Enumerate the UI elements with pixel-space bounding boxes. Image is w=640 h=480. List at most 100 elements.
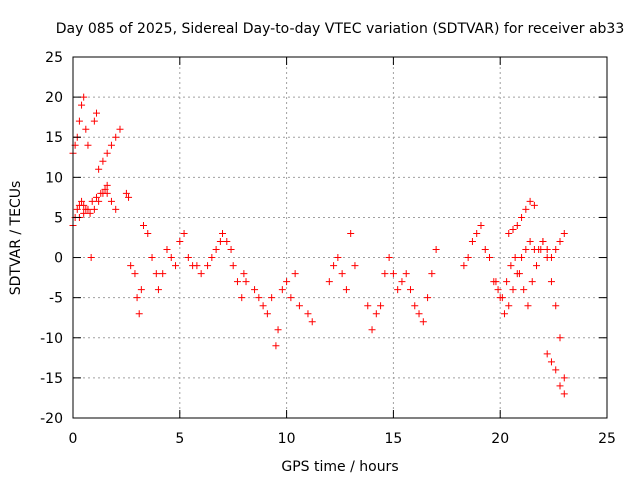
data-point	[144, 229, 152, 237]
data-point	[468, 238, 476, 246]
data-point	[80, 93, 88, 101]
data-point	[97, 189, 105, 197]
series-arc-13	[535, 238, 568, 382]
data-point	[539, 238, 547, 246]
data-point	[255, 294, 263, 302]
data-point	[560, 374, 568, 382]
series-arc-10	[460, 221, 545, 310]
data-point	[477, 221, 485, 229]
data-point	[95, 165, 103, 173]
data-point	[533, 262, 541, 270]
data-point	[503, 278, 511, 286]
data-point	[389, 270, 397, 278]
series-arc-2	[69, 189, 120, 229]
series-arc-11	[492, 238, 538, 318]
data-point	[84, 205, 92, 213]
data-point	[167, 254, 175, 262]
data-point	[242, 278, 250, 286]
data-point	[78, 101, 86, 109]
data-point	[500, 310, 508, 318]
data-point	[84, 141, 92, 149]
data-point	[208, 254, 216, 262]
data-point	[227, 246, 235, 254]
data-point	[80, 209, 88, 217]
data-point	[520, 286, 528, 294]
data-point	[233, 278, 241, 286]
plot-frame	[72, 56, 608, 419]
data-point	[176, 238, 184, 246]
data-point	[351, 262, 359, 270]
data-point	[112, 133, 120, 141]
data-point	[342, 286, 350, 294]
data-point	[116, 125, 124, 133]
data-point	[364, 302, 372, 310]
data-point	[385, 254, 393, 262]
x-tick-label: 5	[175, 431, 184, 447]
data-point	[464, 254, 472, 262]
y-tick-label: 15	[45, 130, 63, 146]
data-point	[518, 254, 526, 262]
y-tick-label: -20	[40, 411, 63, 427]
data-point	[325, 278, 333, 286]
x-tick-label: 10	[278, 431, 296, 447]
data-point	[268, 294, 276, 302]
data-point	[212, 246, 220, 254]
data-point	[125, 193, 133, 201]
data-point	[528, 278, 536, 286]
data-point	[556, 238, 564, 246]
data-point	[494, 286, 502, 294]
data-point	[304, 310, 312, 318]
data-point	[287, 294, 295, 302]
data-point	[101, 185, 109, 193]
data-point	[381, 270, 389, 278]
data-point	[505, 302, 513, 310]
data-point	[272, 342, 280, 350]
data-point	[368, 326, 376, 334]
data-point	[172, 262, 180, 270]
data-point	[547, 254, 555, 262]
data-point	[137, 286, 145, 294]
data-point	[112, 205, 120, 213]
y-tick-label: -10	[40, 331, 63, 347]
data-point	[530, 201, 538, 209]
data-point	[394, 286, 402, 294]
data-point	[184, 254, 192, 262]
x-tick-label: 20	[491, 431, 509, 447]
data-point	[372, 310, 380, 318]
data-point	[92, 109, 100, 117]
chart-title: Day 085 of 2025, Sidereal Day-to-day VTE…	[56, 21, 625, 37]
data-point	[103, 189, 111, 197]
data-point	[193, 262, 201, 270]
x-tick-label: 15	[384, 431, 402, 447]
y-tick-label: 5	[54, 210, 63, 226]
x-tick-label: 0	[69, 431, 78, 447]
data-point	[424, 294, 432, 302]
data-point	[259, 302, 267, 310]
data-point	[524, 302, 532, 310]
data-point	[481, 246, 489, 254]
data-point	[95, 197, 103, 205]
data-point	[507, 262, 515, 270]
data-point	[473, 229, 481, 237]
data-point	[334, 254, 342, 262]
data-point	[526, 197, 534, 205]
data-point	[511, 254, 519, 262]
data-point	[86, 209, 94, 217]
data-point	[526, 238, 534, 246]
data-point	[75, 117, 83, 125]
data-point	[308, 318, 316, 326]
series-arc-7	[251, 270, 316, 350]
data-point	[139, 221, 147, 229]
data-point	[509, 225, 517, 233]
data-point	[522, 246, 530, 254]
data-point	[513, 221, 521, 229]
data-point	[263, 310, 271, 318]
y-tick-label: 20	[45, 90, 63, 106]
data-point	[518, 213, 526, 221]
data-points	[69, 93, 568, 398]
data-point	[90, 117, 98, 125]
data-point	[432, 246, 440, 254]
data-point	[509, 286, 517, 294]
data-point	[229, 262, 237, 270]
x-tick-label: 25	[598, 431, 616, 447]
